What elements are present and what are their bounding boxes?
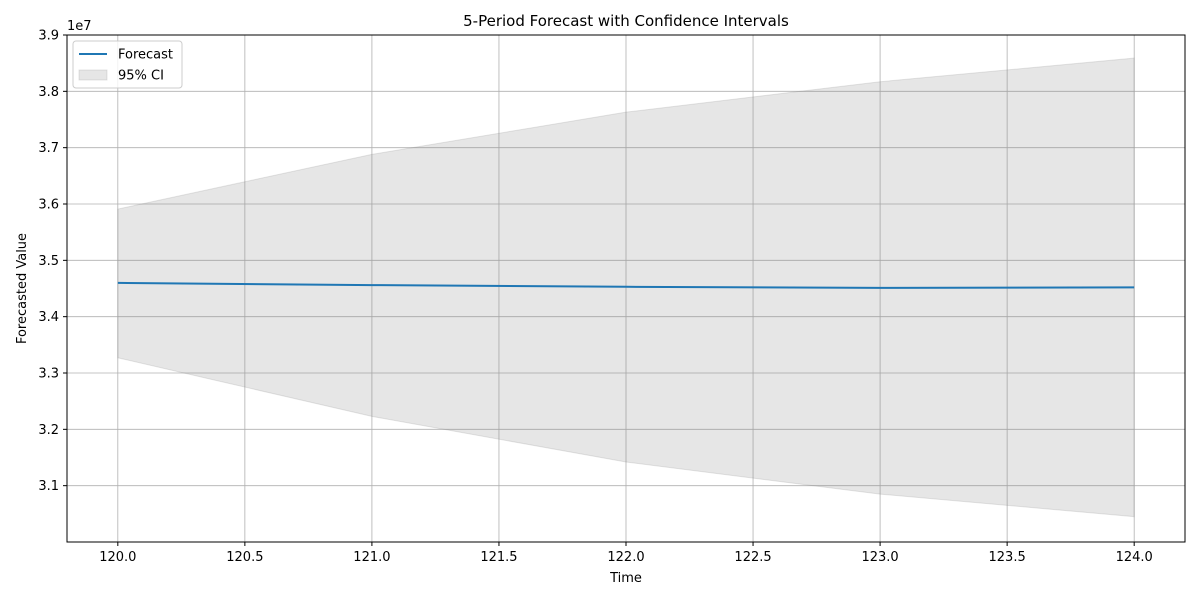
chart-title: 5-Period Forecast with Confidence Interv… bbox=[463, 12, 789, 30]
x-tick-label: 123.5 bbox=[989, 550, 1026, 565]
y-tick-label: 3.6 bbox=[38, 198, 59, 213]
y-tick-label: 3.2 bbox=[38, 423, 59, 438]
x-tick-label: 123.0 bbox=[861, 550, 898, 565]
legend-box bbox=[72, 40, 183, 89]
y-axis-ticks: 3.1 3.2 3.3 3.4 3.5 3.6 3.7 3.8 3.9 bbox=[38, 29, 67, 494]
x-tick-label: 121.5 bbox=[480, 550, 517, 565]
y-tick-label: 3.5 bbox=[38, 254, 59, 269]
series-layer bbox=[117, 281, 1135, 289]
forecast-line bbox=[117, 281, 1135, 289]
y-tick-label: 3.7 bbox=[38, 141, 59, 156]
x-tick-label: 121.0 bbox=[353, 550, 390, 565]
legend-forecast-label: Forecast bbox=[118, 48, 173, 63]
x-axis-label: Time bbox=[609, 571, 642, 586]
x-tick-label: 124.0 bbox=[1116, 550, 1153, 565]
x-tick-label: 122.0 bbox=[607, 550, 644, 565]
legend-ci-label: 95% CI bbox=[118, 69, 164, 84]
x-tick-label: 120.0 bbox=[99, 550, 136, 565]
y-tick-label: 3.3 bbox=[38, 367, 59, 382]
x-tick-label: 120.5 bbox=[226, 550, 263, 565]
x-tick-label: 122.5 bbox=[734, 550, 771, 565]
y-tick-label: 3.1 bbox=[38, 479, 59, 494]
y-tick-label: 3.8 bbox=[38, 85, 59, 100]
legend: Forecast 95% CI bbox=[72, 40, 183, 89]
x-axis-ticks: 120.0 120.5 121.0 121.5 122.0 122.5 123.0 123.5… bbox=[99, 542, 1153, 565]
y-axis-offset-label: 1e7 bbox=[67, 19, 92, 34]
y-axis-label: Forecasted Value bbox=[15, 233, 30, 344]
y-tick-label: 3.4 bbox=[38, 310, 59, 325]
y-tick-label: 3.9 bbox=[38, 29, 59, 44]
legend-ci-swatch bbox=[78, 69, 108, 81]
